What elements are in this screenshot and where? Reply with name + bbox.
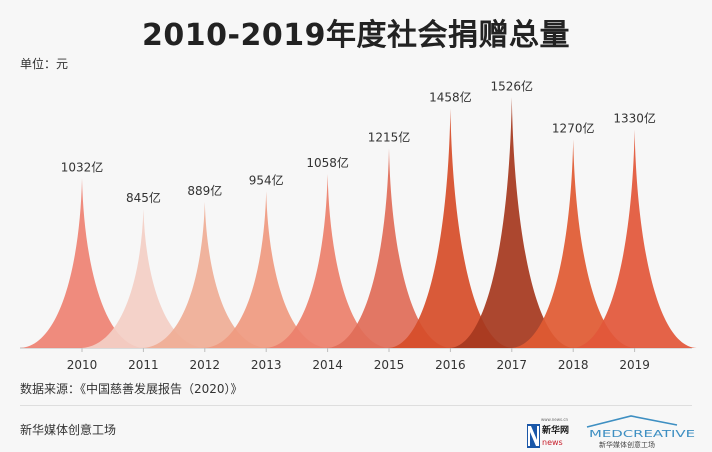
spike-chart: 1032亿 845亿 889亿 954亿 1058亿 1215亿 1458亿 1526亿 127… <box>20 78 697 372</box>
value-label: 1058亿 <box>306 155 349 170</box>
spike-2010 <box>20 178 144 348</box>
x-tick-label: 2018 <box>558 358 589 372</box>
value-label: 1330亿 <box>613 110 656 125</box>
x-tick-label: 2010 <box>67 358 98 372</box>
x-tick-label: 2012 <box>190 358 221 372</box>
value-label: 1526亿 <box>491 78 534 93</box>
spike-2014 <box>265 174 390 348</box>
spike-2017 <box>449 97 574 348</box>
footer-divider <box>20 405 692 406</box>
medcreative-logo-sub: 新华媒体创意工场 <box>599 440 655 449</box>
xinhua-logo-text: 新华网 <box>542 424 569 436</box>
footer-credit: 新华媒体创意工场 <box>20 423 117 437</box>
value-label: 954亿 <box>249 172 284 187</box>
xinhua-logo-sub: news <box>542 438 563 447</box>
spike-2015 <box>327 148 451 348</box>
medcreative-logo-text: MEDCREATIVE <box>589 429 695 440</box>
data-source: 数据来源：《中国慈善发展报告（2020）》 <box>20 382 243 396</box>
value-label: 1458亿 <box>429 89 472 104</box>
x-tick-label: 2017 <box>497 358 528 372</box>
xinhua-logo: 新华网 news www.news.cn <box>527 417 569 448</box>
x-tick-label: 2019 <box>619 358 650 372</box>
spike-2013 <box>204 191 329 348</box>
x-tick-label: 2014 <box>312 358 343 372</box>
x-tick-label: 2015 <box>374 358 405 372</box>
spike-2018 <box>511 139 636 348</box>
value-label: 1215亿 <box>368 129 411 144</box>
value-label: 1032亿 <box>61 159 104 174</box>
x-tick-label: 2013 <box>251 358 282 372</box>
spike-2012 <box>142 201 267 348</box>
unit-label: 单位：元 <box>20 57 69 71</box>
value-label: 845亿 <box>126 190 161 205</box>
spike-2011 <box>81 209 206 348</box>
x-tick-label: 2011 <box>128 358 159 372</box>
xinhua-logo-url: www.news.cn <box>541 417 569 422</box>
logo-group: 新华网 news www.news.cn MEDCREATIVE 新华媒体创意工… <box>527 415 695 449</box>
spike-2019 <box>572 129 697 348</box>
page-title: 2010-2019年度社会捐赠总量 <box>142 18 570 53</box>
value-label: 889亿 <box>187 183 222 198</box>
medcreative-logo: MEDCREATIVE 新华媒体创意工场 <box>586 415 695 449</box>
spike-2016 <box>388 108 513 349</box>
value-label: 1270亿 <box>552 120 595 135</box>
x-tick-label: 2016 <box>435 358 466 372</box>
